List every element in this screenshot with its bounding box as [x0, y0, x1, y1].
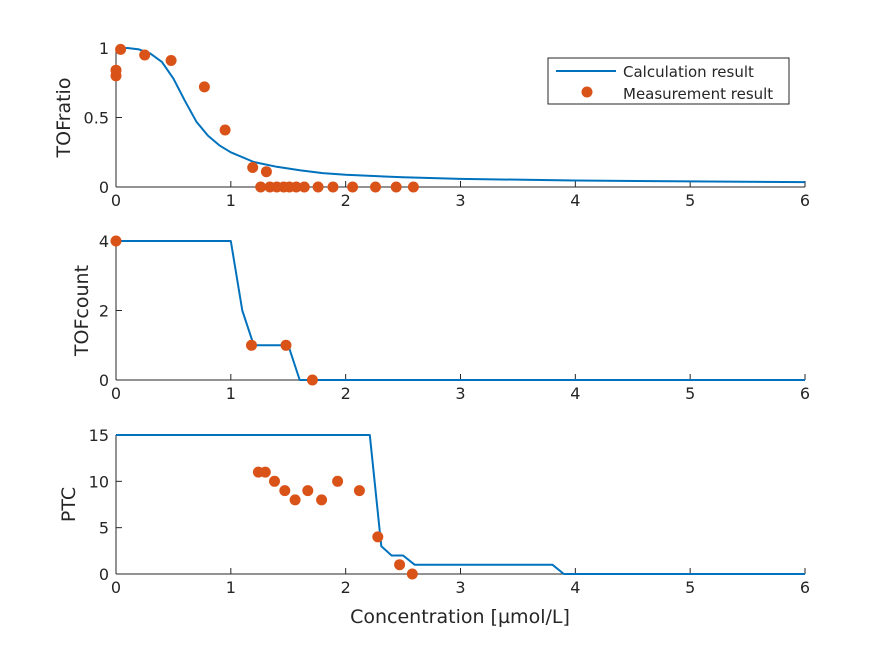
y-tick-label: 0 — [99, 371, 109, 390]
y-tick-label: 15 — [89, 426, 109, 445]
data-point-measurement[interactable] — [302, 485, 314, 497]
y-axis-label: TOFratio — [53, 78, 75, 159]
data-point-measurement[interactable] — [255, 181, 267, 193]
x-tick-label: 1 — [226, 191, 236, 210]
x-tick-label: 5 — [685, 384, 695, 403]
y-tick-label: 10 — [89, 472, 109, 491]
data-point-measurement[interactable] — [353, 485, 365, 497]
y-tick-label: 2 — [99, 302, 109, 321]
data-point-measurement[interactable] — [110, 235, 122, 247]
data-point-measurement[interactable] — [390, 181, 402, 193]
x-tick-label: 1 — [226, 578, 236, 597]
chart-ptc: 0 1 2 3 4 5 6 0 5 10 15 PTC — [58, 426, 810, 597]
series-line-calculation — [116, 434, 805, 575]
y-tick-label: 1 — [99, 39, 109, 58]
y-axis-label: TOFcount — [71, 265, 93, 357]
x-tick-label: 2 — [341, 384, 351, 403]
data-point-measurement[interactable] — [260, 166, 272, 178]
data-point-measurement[interactable] — [316, 494, 328, 506]
legend[interactable]: Calculation result Measurement result — [547, 57, 790, 105]
data-point-measurement[interactable] — [198, 81, 210, 93]
data-point-measurement[interactable] — [298, 181, 310, 193]
data-point-measurement[interactable] — [115, 43, 127, 55]
x-tick-label: 0 — [111, 384, 121, 403]
chart-tofratio: 0 1 2 3 4 5 6 0 0.5 1 TOFratio — [53, 39, 810, 210]
y-tick-label: 5 — [99, 519, 109, 538]
x-tick-label: 1 — [226, 384, 236, 403]
x-axis-label: Concentration [µmol/L] — [350, 606, 570, 628]
legend-line-label: Calculation result — [623, 63, 754, 81]
x-tick-label: 5 — [685, 578, 695, 597]
x-tick-label: 4 — [570, 578, 580, 597]
data-point-measurement[interactable] — [332, 475, 344, 487]
data-point-measurement[interactable] — [372, 531, 384, 543]
data-point-measurement[interactable] — [406, 568, 418, 580]
y-tick-label: 0.5 — [84, 109, 109, 128]
data-point-measurement[interactable] — [394, 559, 406, 571]
data-point-measurement[interactable] — [110, 64, 122, 76]
legend-marker-swatch — [581, 86, 593, 98]
data-point-measurement[interactable] — [247, 162, 259, 173]
series-line-calculation — [116, 47, 806, 184]
x-tick-label: 3 — [455, 578, 465, 597]
chart-tofcount: 0 1 2 3 4 5 6 0 2 4 TOFcount — [71, 232, 810, 403]
data-point-measurement[interactable] — [165, 55, 177, 66]
x-tick-label: 2 — [341, 191, 351, 210]
data-point-measurement[interactable] — [306, 374, 318, 386]
data-point-measurement[interactable] — [219, 124, 231, 136]
data-point-measurement[interactable] — [290, 181, 302, 193]
x-tick-label: 6 — [800, 191, 810, 210]
data-point-measurement[interactable] — [312, 181, 324, 193]
data-point-measurement[interactable] — [370, 181, 381, 193]
data-point-measurement[interactable] — [407, 181, 419, 193]
x-tick-label: 4 — [570, 384, 580, 403]
data-point-measurement[interactable] — [279, 485, 291, 497]
x-tick-label: 6 — [800, 578, 810, 597]
data-point-measurement[interactable] — [289, 494, 301, 506]
x-tick-label: 6 — [800, 384, 810, 403]
data-point-measurement[interactable] — [280, 339, 292, 351]
x-tick-label: 0 — [111, 191, 121, 210]
y-tick-label: 0 — [99, 178, 109, 197]
x-tick-label: 4 — [570, 191, 580, 210]
x-tick-label: 2 — [341, 578, 351, 597]
data-point-measurement[interactable] — [259, 466, 271, 478]
data-point-measurement[interactable] — [327, 181, 339, 193]
x-tick-label: 5 — [685, 191, 695, 210]
legend-marker-label: Measurement result — [623, 85, 773, 103]
data-point-measurement[interactable] — [347, 181, 359, 193]
x-tick-label: 3 — [455, 191, 465, 210]
data-point-measurement[interactable] — [269, 475, 280, 487]
x-tick-label: 3 — [455, 384, 465, 403]
y-axis-label: PTC — [58, 487, 80, 522]
y-tick-label: 4 — [99, 232, 109, 251]
data-point-measurement[interactable] — [246, 339, 257, 351]
x-tick-label: 0 — [111, 578, 121, 597]
y-tick-label: 0 — [99, 565, 109, 584]
data-point-measurement[interactable] — [139, 49, 151, 61]
